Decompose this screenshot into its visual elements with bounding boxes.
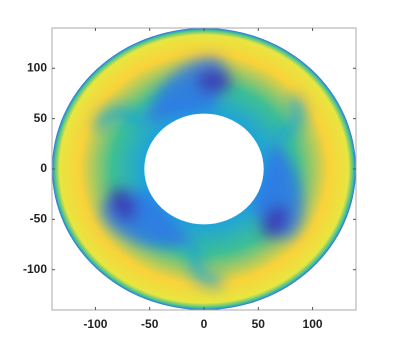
y-tick-label: 50	[34, 111, 48, 125]
x-tick-label: 100	[303, 317, 323, 331]
x-tick-label: -100	[83, 317, 107, 331]
y-tick-label: 100	[27, 60, 47, 74]
vortex	[92, 57, 232, 132]
vortices	[92, 57, 306, 288]
x-tick-label: -50	[141, 317, 159, 331]
y-tick-label: 0	[40, 161, 47, 175]
field	[52, 28, 356, 310]
vortex-tail	[187, 242, 224, 288]
vortex-core	[196, 69, 232, 93]
x-tick-label: 0	[201, 317, 208, 331]
y-tick-label: -50	[30, 212, 48, 226]
x-tick-label: 50	[252, 317, 266, 331]
vortex-arm	[250, 139, 303, 239]
vortex-tail	[269, 93, 306, 146]
vortex-core	[109, 187, 137, 222]
vortex	[101, 187, 224, 288]
vortex	[250, 93, 306, 239]
annulus	[52, 28, 356, 310]
y-tick-label: -100	[23, 262, 47, 276]
vortex-core	[261, 204, 289, 239]
vortex-tail	[92, 105, 149, 132]
